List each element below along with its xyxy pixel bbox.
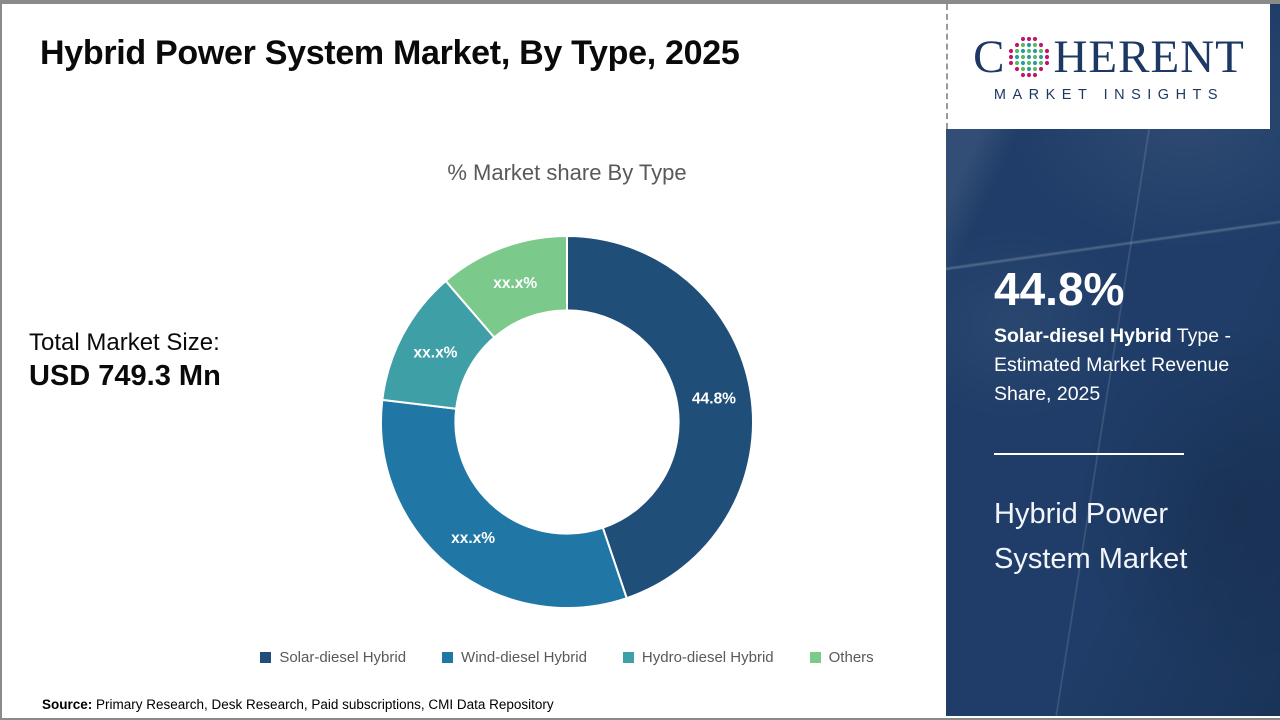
globe-dot — [1021, 60, 1026, 66]
legend-swatch-icon — [809, 652, 821, 663]
sidebar-divider — [994, 453, 1184, 455]
globe-dot — [1045, 60, 1050, 66]
brand-tagline: MARKET INSIGHTS — [993, 87, 1225, 103]
main-panel: Hybrid Power System Market, By Type, 202… — [2, 4, 948, 716]
legend-swatch-icon — [622, 652, 634, 663]
chart-title: % Market share By Type — [447, 160, 687, 185]
globe-dot — [1039, 42, 1044, 48]
globe-dot — [1015, 60, 1020, 66]
globe-dot — [1015, 42, 1020, 48]
globe-dot — [1021, 36, 1026, 42]
total-market-size-block: Total Market Size: USD 749.3 Mn — [29, 329, 221, 393]
globe-dots-icon — [1009, 36, 1050, 78]
legend-item-4: Others — [809, 649, 874, 666]
globe-dot — [1039, 60, 1044, 66]
globe-dot — [1027, 42, 1032, 48]
globe-dot — [1021, 54, 1026, 60]
globe-dot — [1045, 48, 1050, 54]
donut-chart: 44.8% xx.x% xx.x% xx.x% — [379, 234, 754, 609]
stat-desc-rest: Type - Estimated Market Revenue Share, 2… — [994, 325, 1231, 405]
sidebar-stat-value: 44.8% — [994, 263, 1125, 315]
globe-dot — [1009, 60, 1014, 66]
globe-dot — [1027, 36, 1032, 42]
brand-letter-c: C — [973, 31, 1006, 83]
donut-segment-2 — [379, 398, 628, 609]
globe-dot — [1021, 48, 1026, 54]
globe-dot — [1021, 42, 1026, 48]
globe-dot — [1039, 66, 1044, 72]
globe-dot — [1033, 54, 1038, 60]
globe-dot — [1021, 66, 1026, 72]
brand-wordmark: C HERENT — [973, 30, 1245, 84]
sidebar-stat-description: Solar-diesel Hybrid Type - Estimated Mar… — [994, 322, 1256, 409]
globe-dot — [1045, 54, 1050, 60]
globe-dot — [1027, 54, 1032, 60]
globe-dot — [1021, 72, 1026, 78]
legend-label: Hydro-diesel Hybrid — [641, 649, 774, 666]
sidebar-panel: C HERENT MARKET INSIGHTS 44.8% Solar-die… — [946, 4, 1280, 716]
legend-label: Others — [828, 649, 874, 666]
globe-dot — [1033, 42, 1038, 48]
source-line: Source: Primary Research, Desk Research,… — [42, 697, 554, 712]
globe-dot — [1009, 48, 1014, 54]
globe-dot — [1033, 66, 1038, 72]
brand-letters-rest: HERENT — [1053, 31, 1245, 83]
globe-dot — [1039, 54, 1044, 60]
legend-swatch-icon — [260, 652, 272, 663]
legend-label: Solar-diesel Hybrid — [279, 649, 407, 666]
total-market-size-label: Total Market Size: — [29, 329, 220, 356]
globe-dot — [1033, 72, 1038, 78]
legend-item-3: Hydro-diesel Hybrid — [622, 649, 774, 666]
sidebar-market-name: Hybrid Power System Market — [994, 498, 1188, 575]
slice-label-4: xx.x% — [493, 275, 537, 292]
globe-dot — [1015, 66, 1020, 72]
globe-dot — [1027, 72, 1032, 78]
slice-label-2: xx.x% — [451, 530, 495, 547]
legend-item-1: Solar-diesel Hybrid — [260, 649, 406, 666]
donut-segment-4 — [444, 234, 568, 339]
source-label: Source: — [42, 697, 93, 712]
slice-label-3: xx.x% — [414, 344, 458, 361]
donut-segment-1 — [566, 234, 754, 600]
source-text: Primary Research, Desk Research, Paid su… — [92, 697, 554, 712]
globe-dot — [1033, 48, 1038, 54]
globe-dot — [1027, 66, 1032, 72]
globe-dot — [1033, 60, 1038, 66]
globe-dot — [1009, 54, 1014, 60]
total-market-size-value: USD 749.3 Mn — [29, 360, 221, 392]
legend-item-2: Wind-diesel Hybrid — [442, 649, 587, 666]
globe-dot — [1015, 54, 1020, 60]
globe-dot — [1027, 60, 1032, 66]
brand-logo: C HERENT MARKET INSIGHTS — [946, 4, 1270, 129]
globe-dot — [1039, 48, 1044, 54]
slice-label-1: 44.8% — [692, 390, 736, 407]
globe-dot — [1033, 36, 1038, 42]
stat-desc-bold: Solar-diesel Hybrid — [994, 325, 1172, 347]
globe-dot — [1027, 48, 1032, 54]
page-title: Hybrid Power System Market, By Type, 202… — [40, 34, 740, 72]
globe-dot — [1015, 48, 1020, 54]
legend-swatch-icon — [442, 652, 454, 663]
legend-label: Wind-diesel Hybrid — [461, 649, 587, 666]
chart-legend: Solar-diesel Hybrid Wind-diesel Hybrid Hyd… — [188, 649, 946, 666]
